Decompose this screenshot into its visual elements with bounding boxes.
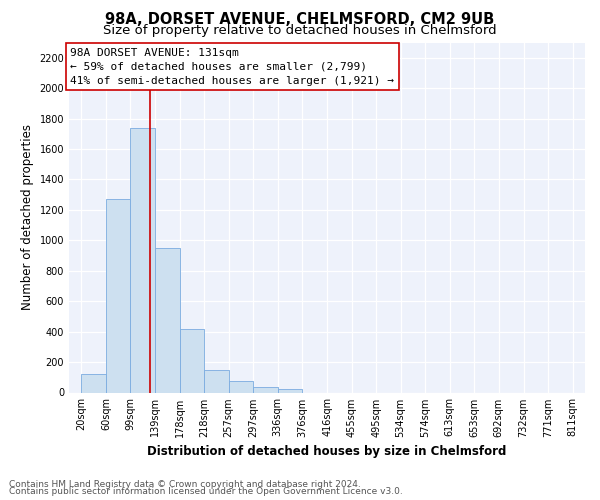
- Text: 98A, DORSET AVENUE, CHELMSFORD, CM2 9UB: 98A, DORSET AVENUE, CHELMSFORD, CM2 9UB: [106, 12, 494, 28]
- Text: 98A DORSET AVENUE: 131sqm
← 59% of detached houses are smaller (2,799)
41% of se: 98A DORSET AVENUE: 131sqm ← 59% of detac…: [70, 48, 394, 86]
- Text: Size of property relative to detached houses in Chelmsford: Size of property relative to detached ho…: [103, 24, 497, 37]
- Bar: [179, 330, 204, 392]
- Bar: [205, 370, 229, 392]
- Text: Contains public sector information licensed under the Open Government Licence v3: Contains public sector information licen…: [9, 487, 403, 496]
- X-axis label: Distribution of detached houses by size in Chelmsford: Distribution of detached houses by size …: [148, 445, 506, 458]
- Bar: [155, 248, 179, 392]
- Bar: [82, 374, 106, 392]
- Bar: [253, 387, 278, 392]
- Bar: [229, 381, 253, 392]
- Y-axis label: Number of detached properties: Number of detached properties: [21, 124, 34, 310]
- Bar: [278, 390, 302, 392]
- Bar: [106, 199, 130, 392]
- Text: Contains HM Land Registry data © Crown copyright and database right 2024.: Contains HM Land Registry data © Crown c…: [9, 480, 361, 489]
- Bar: [130, 128, 155, 392]
